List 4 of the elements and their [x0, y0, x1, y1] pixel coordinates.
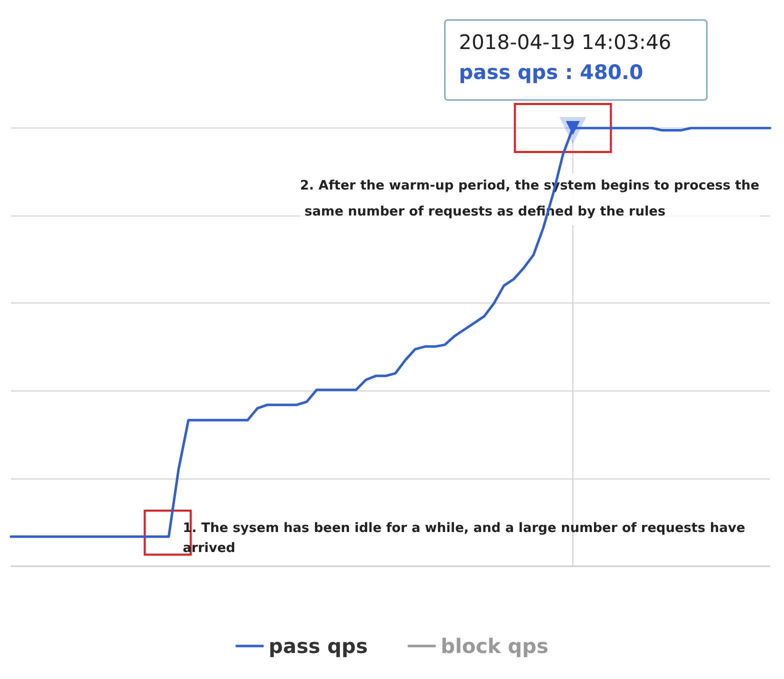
legend-label: pass qps [268, 634, 368, 658]
text: pass qps : 480.0 [458, 60, 644, 84]
text: 2018-04-19 14:03:46 [458, 30, 672, 54]
legend-label: block qps [440, 634, 548, 658]
